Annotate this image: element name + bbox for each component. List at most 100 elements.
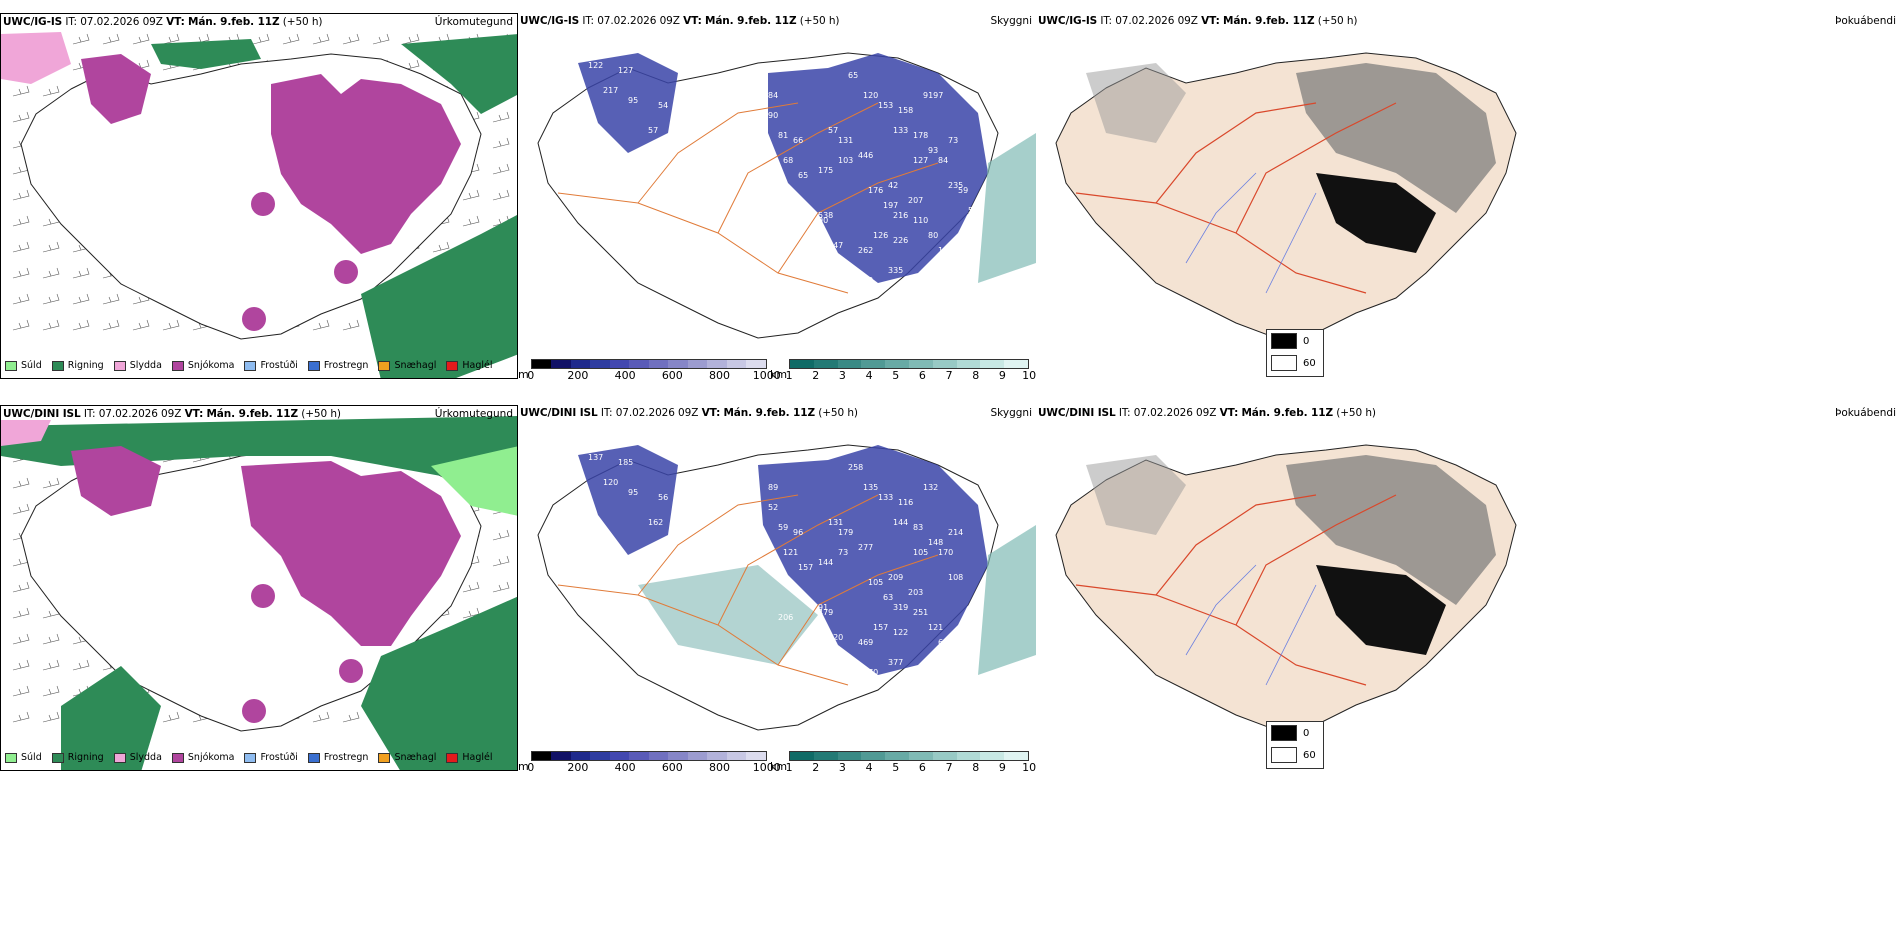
- cloud-base-label: 57: [828, 126, 838, 135]
- wind-barb: [342, 319, 360, 331]
- colorbar-segment: [746, 360, 766, 368]
- legend-swatch: [378, 360, 391, 371]
- wind-barb: [12, 503, 30, 515]
- cloud-base-label: 65: [848, 71, 858, 80]
- cloud-base-label: 153: [878, 101, 893, 110]
- panel-title: UWC/IG-IS IT: 07.02.2026 09Z VT: Mán. 9.…: [3, 16, 323, 28]
- legend-swatch: [446, 752, 459, 763]
- wind-barb: [492, 529, 510, 541]
- colorbar-tick: 5: [892, 369, 900, 379]
- wind-barb: [102, 293, 120, 305]
- cloud-base-label: 89: [768, 483, 778, 492]
- colorbar-tick: 1000: [752, 761, 781, 771]
- panel-title: UWC/DINI ISL IT: 07.02.2026 09Z VT: Mán.…: [3, 408, 341, 420]
- colorbar-segment: [668, 360, 688, 368]
- cloudbase-map: 122 127 217 95 54 57 226 79 59 84 90 81 66 68 65 175 103…: [537, 52, 1036, 339]
- legend-label: Frostregn: [323, 752, 369, 763]
- cloud-base-label: 59: [778, 523, 788, 532]
- colorbar-tick: 2: [812, 761, 820, 771]
- legend-label: Snjókoma: [187, 360, 235, 371]
- visibility-title: Skyggni: [990, 15, 1033, 27]
- cloud-base-label: 226: [668, 141, 683, 150]
- legend-swatch: [51, 752, 64, 763]
- cloud-base-labels: 122 127 217 95 54 57 226 79 59 84 90 81 66 68 65 175 103…: [588, 61, 978, 325]
- snow-cell: [242, 307, 266, 331]
- rivers: [1185, 172, 1317, 294]
- cloud-base-label: 182: [918, 296, 933, 305]
- cloud-base-label: 538: [818, 211, 833, 220]
- colorbar-segment: [707, 360, 727, 368]
- wind-barb: [312, 319, 330, 331]
- wind-barb: [12, 633, 30, 645]
- precip-map: [1, 32, 517, 378]
- wind-barb: [42, 267, 60, 279]
- wind-barb: [72, 33, 90, 45]
- colorbar-tick: 600: [661, 761, 683, 771]
- legend-item: Snæhagl: [378, 752, 436, 763]
- wind-barb: [342, 33, 360, 45]
- cloud-base-label: 127: [618, 66, 633, 75]
- legend-item: Snjókoma: [171, 752, 234, 763]
- precip-map: [1, 416, 517, 770]
- lead-time: (+50 h): [301, 408, 341, 420]
- colorbar-tick: 200: [567, 369, 589, 379]
- legend-item: Slydda: [113, 360, 162, 371]
- colorbar-tick: 0: [527, 761, 535, 771]
- cloud-base-label: 296: [903, 678, 918, 687]
- colorbar-segment: [932, 360, 957, 368]
- cloud-base-label: 90: [768, 111, 778, 120]
- rain-area-n: [151, 39, 261, 69]
- road-network: [1075, 102, 1397, 294]
- wind-barb: [12, 215, 30, 227]
- cloud-base-label: 126: [873, 231, 888, 240]
- colorbar-tick: 7: [945, 761, 953, 771]
- fog-moderate: [1286, 455, 1496, 605]
- visibility-colorbar: km 1 2 3 4 5 6 7 8 9 10: [770, 356, 1036, 379]
- cloud-base-label: 103: [838, 156, 853, 165]
- rain-area-se: [361, 596, 517, 770]
- cloud-base-label: 319: [893, 603, 908, 612]
- legend-swatch: [51, 360, 64, 371]
- legend-item: Súld: [5, 360, 42, 371]
- legend-swatch: [307, 360, 320, 371]
- cloud-base-label: 57: [648, 126, 658, 135]
- wind-barb: [102, 33, 120, 45]
- cloud-base-label: 52: [768, 503, 778, 512]
- road-network: [557, 102, 939, 294]
- legend-label: Snæhagl: [394, 752, 437, 763]
- cloud-base-label: 157: [873, 623, 888, 632]
- wind-barb: [72, 659, 90, 671]
- colorbar-tick: 1: [785, 369, 793, 379]
- lead-time: (+50 h): [1336, 407, 1376, 419]
- cloud-base-label: 92: [943, 658, 953, 667]
- legend-swatch: [171, 752, 184, 763]
- wind-barb: [132, 33, 150, 45]
- wind-barb: [12, 659, 30, 671]
- legend-item: Frostregn: [307, 360, 368, 371]
- wind-barb: [42, 293, 60, 305]
- panel-title: UWC/IG-IS IT: 07.02.2026 09Z VT: Mán. 9.…: [520, 15, 840, 27]
- cloud-base-label: 108: [938, 246, 953, 255]
- cloud-base-label: 81: [778, 131, 788, 140]
- colorbar-tick: 800: [709, 761, 731, 771]
- legend-label: Frostúði: [260, 360, 298, 371]
- cloud-base-label: 127: [913, 156, 928, 165]
- wind-barb: [312, 711, 330, 723]
- visibility-title: Skyggni: [990, 407, 1033, 419]
- cloud-base-label: 179: [838, 528, 853, 537]
- colorbar-segment: [837, 360, 862, 368]
- snow-area: [271, 74, 461, 254]
- wind-barb: [42, 633, 60, 645]
- cloud-base-label: 469: [858, 638, 873, 647]
- wind-barb: [492, 163, 510, 175]
- wind-barb: [12, 111, 30, 123]
- colorbar-segment: [590, 752, 610, 760]
- vis-interior: [638, 565, 818, 665]
- cloud-base-label: 131: [828, 518, 843, 527]
- wind-barb: [72, 319, 90, 331]
- wind-barb: [42, 319, 60, 331]
- cloud-base-label: 54: [658, 101, 668, 110]
- cloud-base-label: 121: [928, 623, 943, 632]
- rivers: [1185, 564, 1317, 686]
- colorbar-segment: [687, 752, 708, 760]
